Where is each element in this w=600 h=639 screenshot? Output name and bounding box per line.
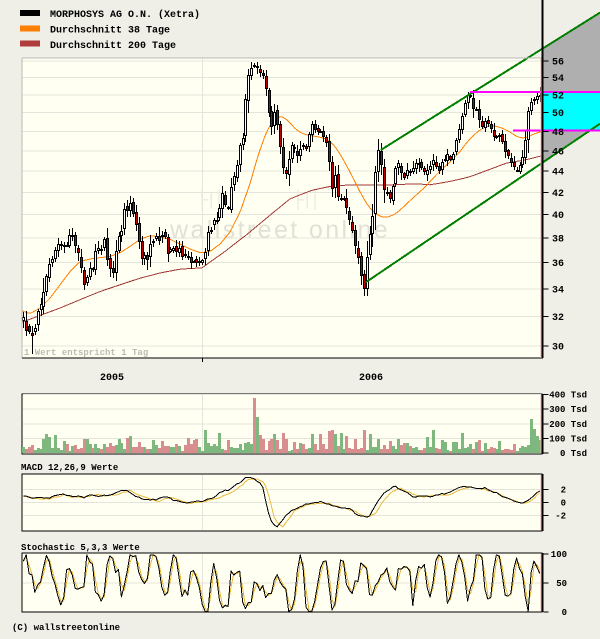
svg-text:Durchschnitt 38 Tage: Durchschnitt 38 Tage — [50, 25, 170, 37]
svg-text:100 Tsd: 100 Tsd — [549, 435, 587, 445]
svg-text:52: 52 — [552, 91, 564, 102]
svg-text:34: 34 — [552, 285, 564, 296]
svg-text:48: 48 — [552, 128, 564, 139]
svg-text:(C) wallstreetonline: (C) wallstreetonline — [12, 623, 120, 633]
svg-text:38: 38 — [552, 235, 564, 246]
svg-text:36: 36 — [552, 259, 564, 270]
svg-text:400 Tsd: 400 Tsd — [549, 391, 587, 401]
svg-text:100: 100 — [551, 550, 567, 560]
svg-text:-2: -2 — [555, 512, 566, 522]
svg-text:2005: 2005 — [100, 373, 124, 384]
svg-text:300 Tsd: 300 Tsd — [549, 405, 587, 415]
svg-text:0: 0 — [561, 499, 566, 509]
svg-text:42: 42 — [552, 189, 564, 200]
svg-text:1 Wert entspricht 1 Tag: 1 Wert entspricht 1 Tag — [24, 348, 148, 358]
svg-text:0 Tsd: 0 Tsd — [560, 449, 587, 459]
svg-text:40: 40 — [552, 211, 564, 222]
svg-text:MORPHOSYS AG O.N. (Xetra): MORPHOSYS AG O.N. (Xetra) — [50, 9, 200, 21]
svg-text:2: 2 — [561, 486, 566, 496]
svg-text:2006: 2006 — [359, 373, 383, 384]
svg-text:56: 56 — [552, 58, 564, 69]
svg-text:30: 30 — [552, 343, 564, 354]
svg-text:200 Tsd: 200 Tsd — [549, 420, 587, 430]
svg-text:50: 50 — [552, 109, 564, 120]
svg-text:MACD 12,26,9 Werte: MACD 12,26,9 Werte — [21, 463, 118, 473]
svg-text:44: 44 — [552, 168, 564, 179]
svg-text:54: 54 — [552, 74, 564, 85]
svg-text:Durchschnitt 200 Tage: Durchschnitt 200 Tage — [50, 40, 176, 52]
svg-text:46: 46 — [552, 147, 564, 158]
svg-text:0: 0 — [562, 608, 567, 618]
svg-text:Stochastic 5,3,3 Werte: Stochastic 5,3,3 Werte — [21, 543, 140, 553]
svg-text:50: 50 — [556, 579, 567, 589]
svg-text:32: 32 — [552, 313, 564, 324]
